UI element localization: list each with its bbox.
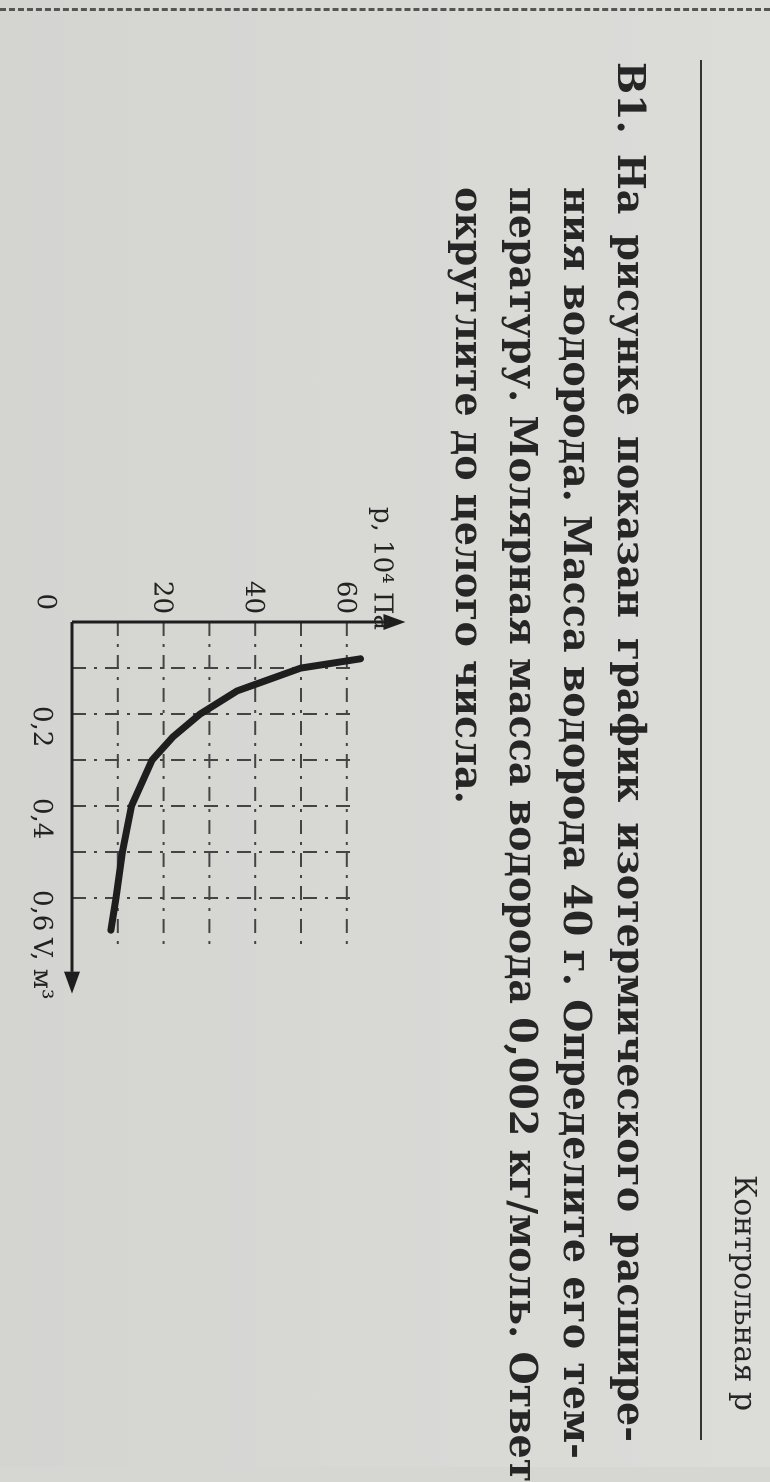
y-tick-label: 20 — [148, 581, 178, 614]
x-tick-label: 0,4 — [27, 798, 57, 839]
y-axis-arrow-icon — [383, 614, 406, 630]
x-tick-label: 0,6 — [27, 890, 57, 931]
tick-labels: 20 40 60 0,2 0,4 0,6 — [27, 581, 361, 931]
axes — [64, 614, 406, 994]
x-axis-label: V, м³ — [27, 937, 57, 999]
x-axis-arrow-icon — [64, 971, 80, 994]
y-axis-label: p, 10⁴ Па — [367, 507, 397, 630]
x-tick-label: 0,2 — [27, 706, 57, 747]
y-tick-label: 60 — [331, 581, 361, 614]
origin-label: 0 — [31, 593, 61, 610]
isotherm-curve — [107, 655, 364, 934]
y-tick-label: 40 — [239, 581, 269, 614]
